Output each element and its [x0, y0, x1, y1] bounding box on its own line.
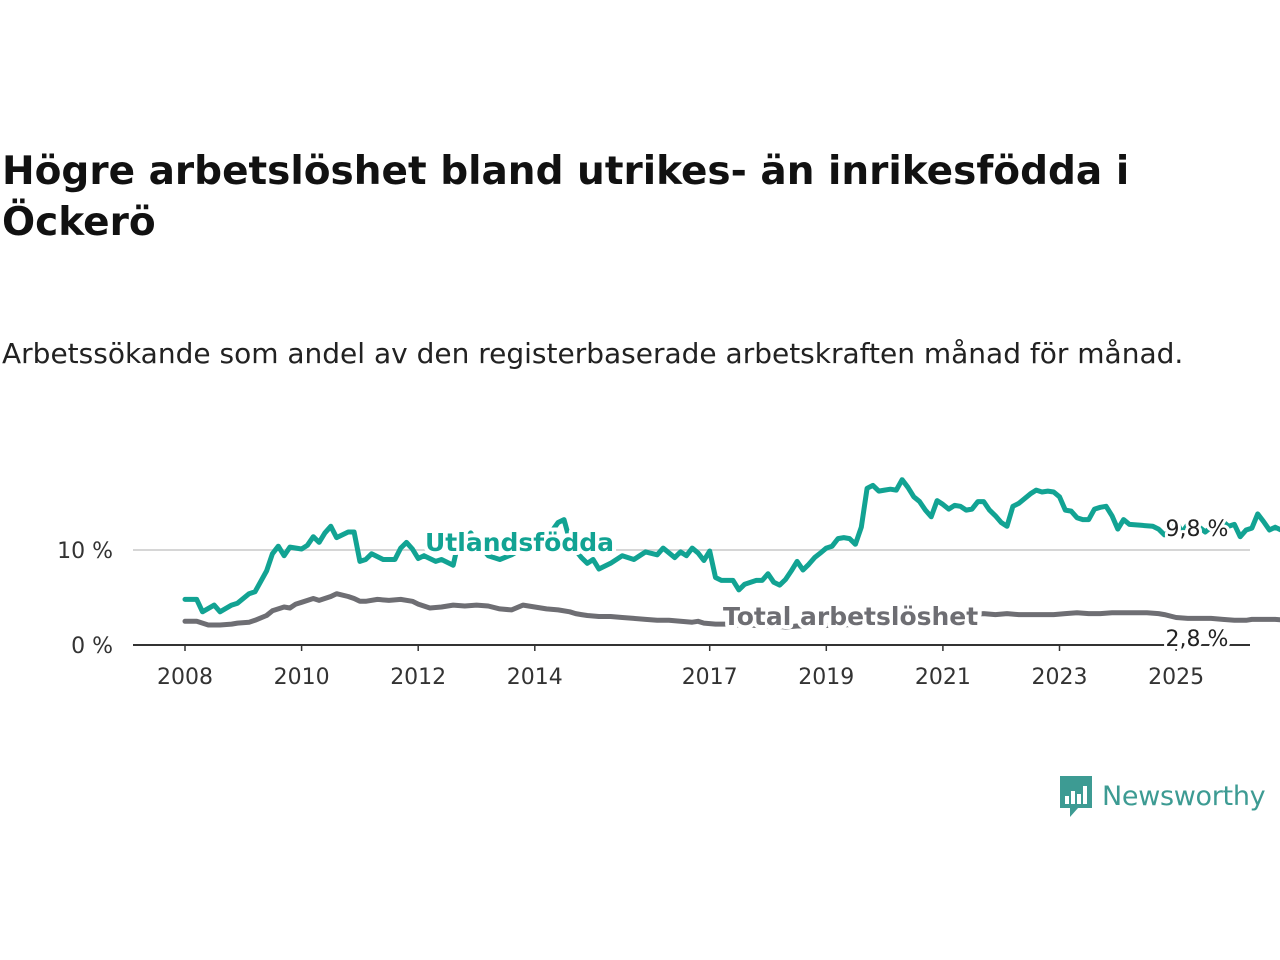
chart-subtitle: Arbetssökande som andel av den registerb… — [2, 337, 1184, 370]
x-tick-label: 2021 — [915, 665, 971, 690]
chart-title: Högre arbetslöshet bland utrikes- än inr… — [2, 149, 1130, 245]
x-tick-label: 2023 — [1032, 665, 1088, 690]
x-tick-label: 2012 — [390, 665, 446, 690]
series-end-label-0: 9,8 % — [1166, 517, 1229, 542]
x-axis-ticks: 2008 2010 2012 2014 2017 2019 2021 2023 2025 — [157, 645, 1204, 690]
series-line-0 — [182, 477, 1280, 615]
x-tick-label: 2014 — [507, 665, 563, 690]
series-label-0: Utlandsfödda — [425, 528, 614, 557]
series-line-1 — [182, 591, 1280, 630]
chart-series — [182, 477, 1280, 630]
x-tick-label: 2025 — [1148, 665, 1204, 690]
series-label-1: Total arbetslöshet — [723, 602, 978, 631]
series-end-label-1: 2,8 % — [1166, 627, 1229, 652]
y-tick-label: 10 % — [57, 539, 113, 564]
y-axis-ticks: 0 % 10 % — [57, 539, 113, 659]
x-tick-label: 2008 — [157, 665, 213, 690]
y-tick-label: 0 % — [71, 634, 113, 659]
newsworthy-logo-icon — [1060, 776, 1092, 817]
brand-logo[interactable]: Newsworthy — [1058, 773, 1266, 819]
x-tick-label: 2010 — [274, 665, 330, 690]
chart-gridlines — [133, 549, 1250, 646]
chart-series-labels: Utlandsfödda 9,8 % Total arbetslöshet 2,8 % — [421, 514, 1231, 655]
x-tick-label: 2017 — [682, 665, 738, 690]
brand-name: Newsworthy — [1102, 780, 1266, 812]
x-tick-label: 2019 — [798, 665, 854, 690]
